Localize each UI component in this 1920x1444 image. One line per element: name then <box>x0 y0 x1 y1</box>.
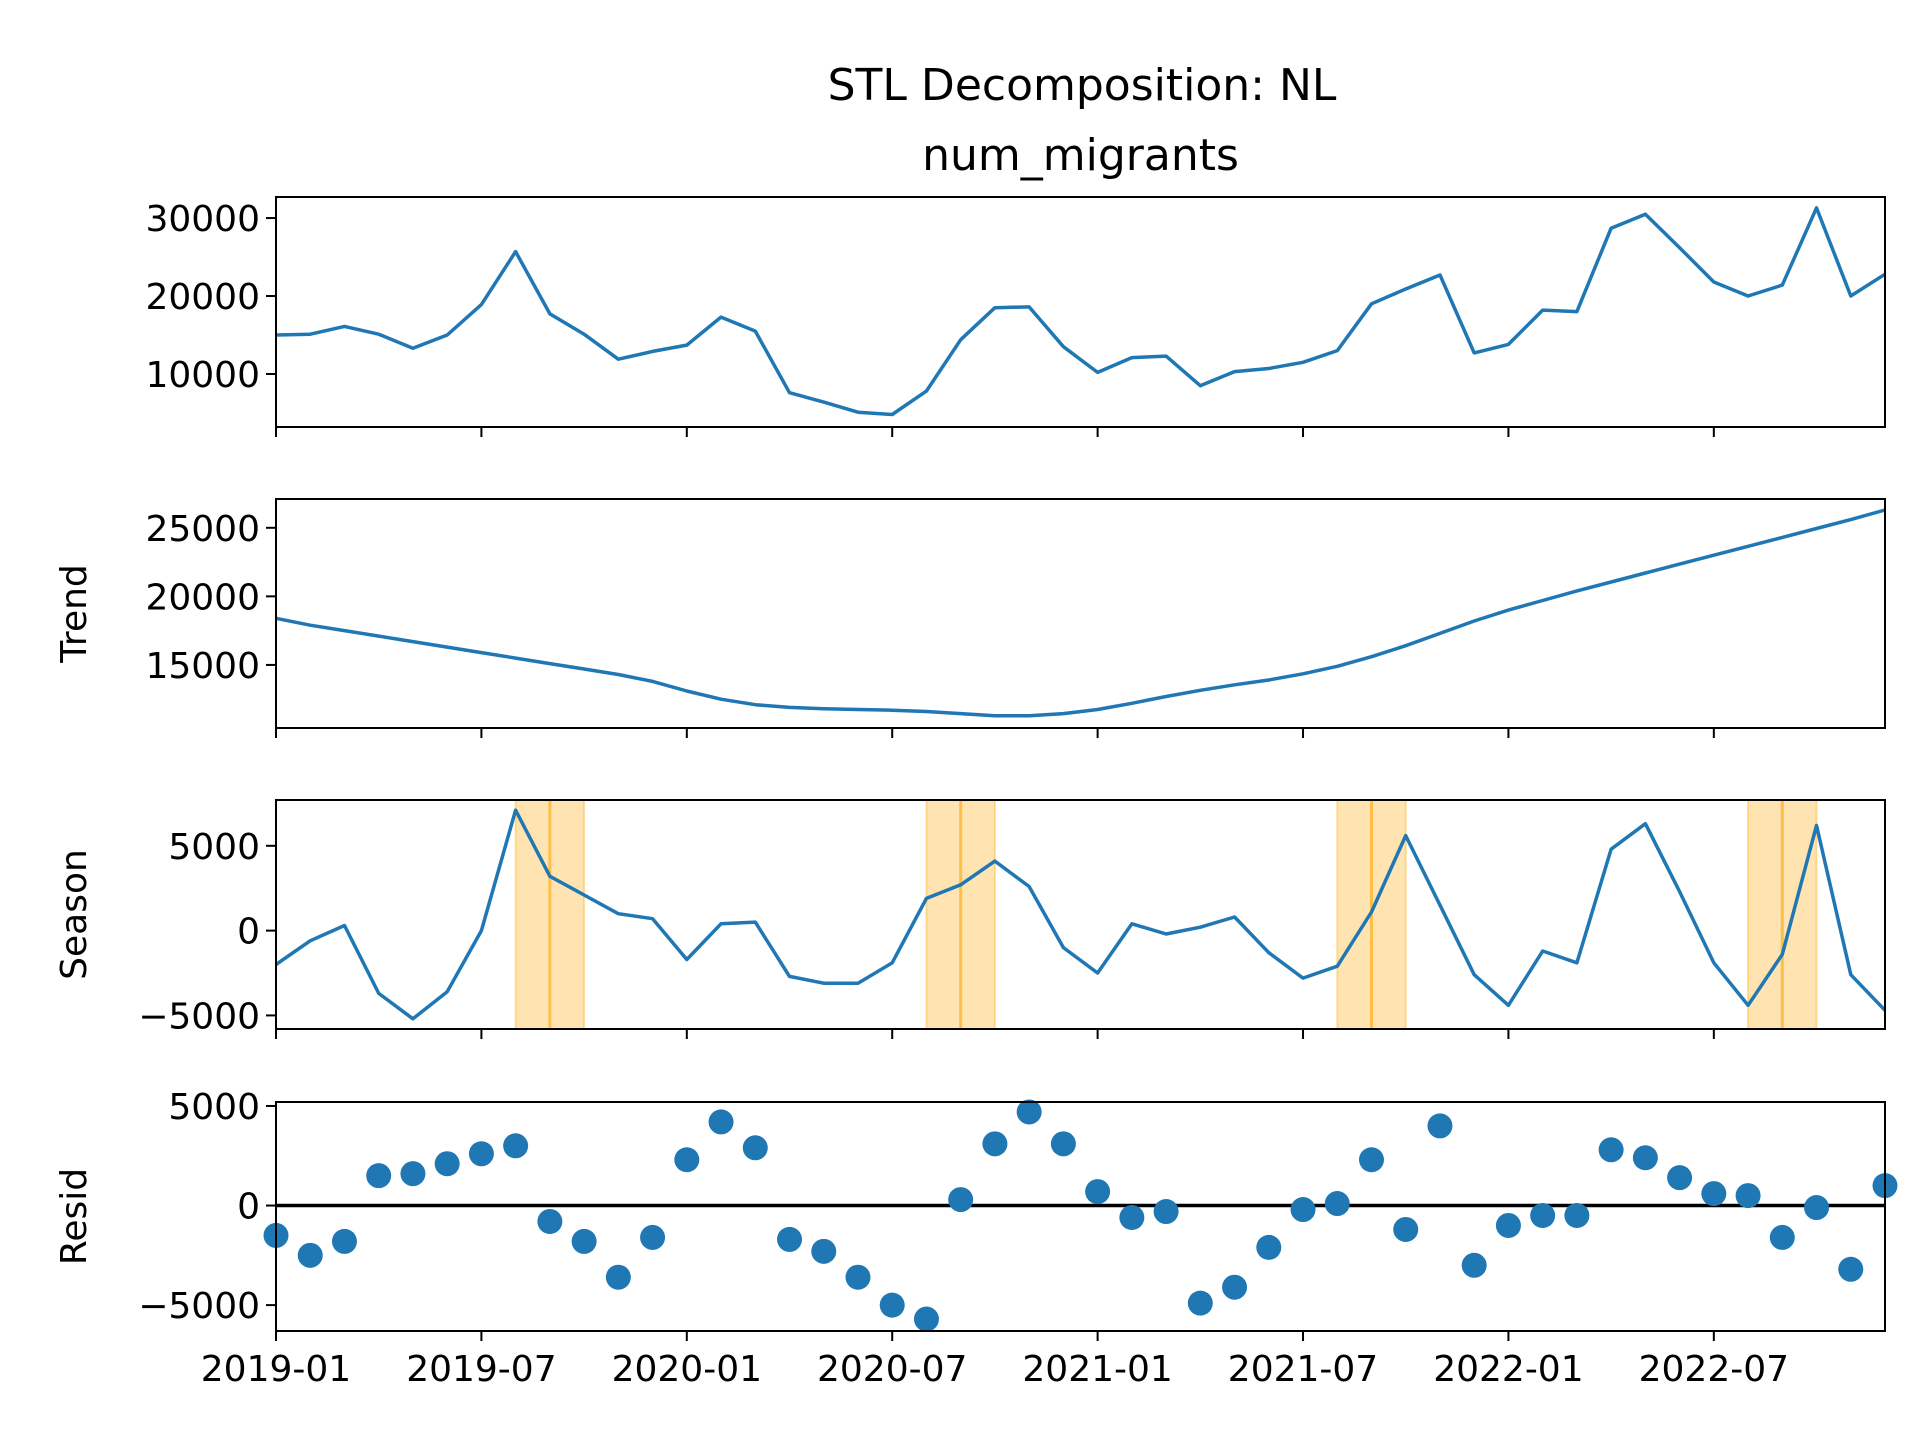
y-tick-label: 10000 <box>145 355 260 396</box>
chart-title: STL Decomposition: NL <box>828 60 1337 111</box>
resid-point <box>1769 1224 1795 1250</box>
resid-point <box>708 1109 734 1135</box>
resid-point <box>1495 1212 1521 1238</box>
panel-frame <box>275 498 1886 729</box>
resid-point <box>1461 1252 1487 1278</box>
resid-point <box>1393 1216 1419 1242</box>
resid-point <box>982 1131 1008 1157</box>
y-tick-label: 5000 <box>168 1087 260 1128</box>
resid-point <box>948 1187 974 1213</box>
y-tick-label: 15000 <box>145 646 260 687</box>
resid-point <box>1804 1195 1830 1221</box>
resid-point <box>1324 1191 1350 1217</box>
resid-point <box>1735 1183 1761 1209</box>
resid-point <box>1427 1113 1453 1139</box>
series-line-season <box>275 808 1887 1021</box>
resid-point <box>434 1151 460 1177</box>
y-tick-label: 20000 <box>145 277 260 318</box>
y-tick-label: −5000 <box>138 1286 260 1327</box>
x-tick-label: 2021-07 <box>1228 1349 1378 1390</box>
y-tick-label: 20000 <box>145 577 260 618</box>
x-tick-label: 2021-01 <box>1022 1349 1172 1390</box>
resid-point <box>1358 1147 1384 1173</box>
resid-point <box>845 1264 871 1290</box>
panel-frame <box>275 1101 1886 1332</box>
resid-point <box>366 1163 392 1189</box>
panel-frame <box>275 196 1886 428</box>
y-axis-label: Season <box>54 849 95 980</box>
resid-point <box>1050 1131 1076 1157</box>
resid-point <box>1290 1197 1316 1223</box>
y-tick-label: 5000 <box>168 827 260 868</box>
resid-point <box>742 1135 768 1161</box>
resid-point <box>1119 1204 1145 1230</box>
resid-point <box>1598 1137 1624 1163</box>
resid-point <box>1632 1145 1658 1171</box>
resid-point <box>1222 1274 1248 1300</box>
resid-point <box>1256 1234 1282 1260</box>
resid-point <box>1838 1256 1864 1282</box>
resid-point <box>1085 1179 1111 1205</box>
x-tick-label: 2022-01 <box>1433 1349 1583 1390</box>
resid-point <box>879 1292 905 1318</box>
resid-point <box>1016 1099 1042 1125</box>
x-tick-label: 2019-01 <box>201 1349 351 1390</box>
resid-point <box>1530 1203 1556 1229</box>
resid-point <box>297 1242 323 1268</box>
x-tick-label: 2019-07 <box>406 1349 556 1390</box>
y-tick-label: 0 <box>237 912 260 953</box>
series-line-trend <box>275 508 1886 718</box>
y-tick-label: 30000 <box>145 199 260 240</box>
resid-point <box>400 1161 426 1187</box>
resid-point <box>1667 1165 1693 1191</box>
y-tick-label: −5000 <box>138 996 260 1037</box>
panel-title: num_migrants <box>922 130 1239 181</box>
y-axis-label: Trend <box>54 564 95 664</box>
resid-point <box>1701 1181 1727 1207</box>
resid-point <box>1564 1203 1590 1229</box>
resid-point <box>913 1306 939 1332</box>
y-tick-label: 0 <box>237 1187 260 1228</box>
y-tick-label: 25000 <box>145 509 260 550</box>
resid-point <box>605 1264 631 1290</box>
resid-point <box>571 1228 597 1254</box>
x-tick-label: 2020-01 <box>612 1349 762 1390</box>
resid-point <box>674 1147 700 1173</box>
resid-point <box>1187 1290 1213 1316</box>
x-tick-label: 2020-07 <box>817 1349 967 1390</box>
resid-point <box>503 1133 529 1159</box>
resid-point <box>468 1141 494 1167</box>
resid-point <box>537 1208 563 1234</box>
resid-point <box>811 1238 837 1264</box>
resid-point <box>777 1226 803 1252</box>
resid-point <box>331 1228 357 1254</box>
y-axis-label: Resid <box>54 1168 95 1265</box>
resid-point <box>640 1224 666 1250</box>
panel-frame <box>275 799 1886 1030</box>
x-tick-label: 2022-07 <box>1639 1349 1789 1390</box>
resid-point <box>1153 1199 1179 1225</box>
series-line-num_migrants <box>275 206 1886 417</box>
